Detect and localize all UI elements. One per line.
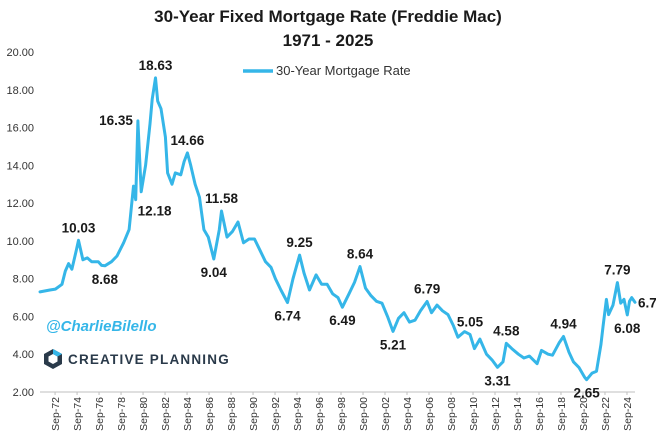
legend-label: 30-Year Mortgage Rate [276,63,411,78]
x-tick-label: Sep-10 [468,397,480,431]
x-tick-label: Sep-04 [402,397,414,431]
x-tick-label: Sep-76 [94,397,106,431]
chart-title: 30-Year Fixed Mortgage Rate (Freddie Mac… [154,7,502,26]
x-tick-label: Sep-84 [182,397,194,431]
chart-subtitle: 1971 - 2025 [283,31,374,50]
x-tick-label: Sep-00 [358,397,370,431]
data-label: 3.31 [484,373,511,388]
data-label: 11.58 [205,191,239,206]
data-label: 16.35 [99,113,133,128]
y-tick-label: 10.00 [6,236,34,248]
x-tick-label: Sep-96 [314,397,326,431]
y-tick-label: 18.00 [6,85,34,97]
data-label: 9.25 [286,235,313,250]
x-tick-label: Sep-88 [226,397,238,431]
data-label: 6.49 [329,313,355,328]
data-label: 6.79 [414,282,440,297]
x-tick-label: Sep-92 [270,397,282,431]
data-label: 5.05 [457,314,484,329]
x-tick-label: Sep-78 [116,397,128,431]
x-axis-ticks: Sep-72 Sep-74 Sep-76 Sep-78 Sep-80 Sep-82 Sep-… [50,392,634,431]
y-tick-label: 8.00 [13,274,34,286]
x-tick-label: Sep-18 [556,397,568,431]
x-tick-label: Sep-08 [446,397,458,431]
x-tick-label: Sep-06 [424,397,436,431]
watermark-logo: CREATIVE PLANNING [44,349,230,369]
data-label: 5.21 [380,337,407,352]
data-label: 4.94 [550,316,577,331]
data-label: 6.75 [638,295,656,310]
y-tick-label: 2.00 [13,387,34,399]
data-label: 8.64 [347,247,374,262]
x-tick-label: Sep-20 [578,397,590,431]
data-label: 6.74 [274,308,301,323]
x-tick-label: Sep-16 [534,397,546,431]
creative-planning-logo-icon [44,349,62,369]
data-label: 14.66 [170,133,204,148]
y-tick-label: 12.00 [6,198,34,210]
x-tick-label: Sep-94 [292,397,304,431]
data-label: 7.79 [604,263,630,278]
data-label: 4.58 [493,323,520,338]
data-label: 2.65 [573,386,600,401]
data-label: 18.63 [139,58,173,73]
y-axis-ticks: 2.00 4.00 6.00 8.00 10.00 12.00 14.00 16.00 18.0… [6,47,34,399]
data-labels: 10.03 8.68 16.35 12.18 18.63 14.66 9.04 11.58 6.… [62,58,656,401]
x-tick-label: Sep-02 [380,397,392,431]
x-tick-label: Sep-14 [512,397,524,431]
data-label: 10.03 [62,220,96,235]
x-tick-label: Sep-80 [138,397,150,431]
y-tick-label: 4.00 [13,349,34,361]
x-tick-label: Sep-24 [622,397,634,431]
data-label: 12.18 [138,204,172,219]
legend: 30-Year Mortgage Rate [243,63,411,78]
y-tick-label: 14.00 [6,160,34,172]
data-label: 9.04 [201,265,228,280]
x-tick-label: Sep-12 [490,397,502,431]
x-tick-label: Sep-98 [336,397,348,431]
x-tick-label: Sep-72 [50,397,62,431]
x-tick-label: Sep-74 [72,397,84,431]
x-tick-label: Sep-82 [160,397,172,431]
x-tick-label: Sep-86 [204,397,216,431]
y-tick-label: 6.00 [13,311,34,323]
x-tick-label: Sep-90 [248,397,260,431]
y-tick-label: 16.00 [6,123,34,135]
y-tick-label: 20.00 [6,47,34,59]
data-label: 8.68 [92,272,119,287]
data-label: 6.08 [614,321,641,336]
series-line-30-year-mortgage-rate [38,76,637,382]
watermark-handle: @CharlieBilello [46,318,157,335]
x-tick-label: Sep-22 [600,397,612,431]
watermark-logo-text: CREATIVE PLANNING [68,352,230,367]
